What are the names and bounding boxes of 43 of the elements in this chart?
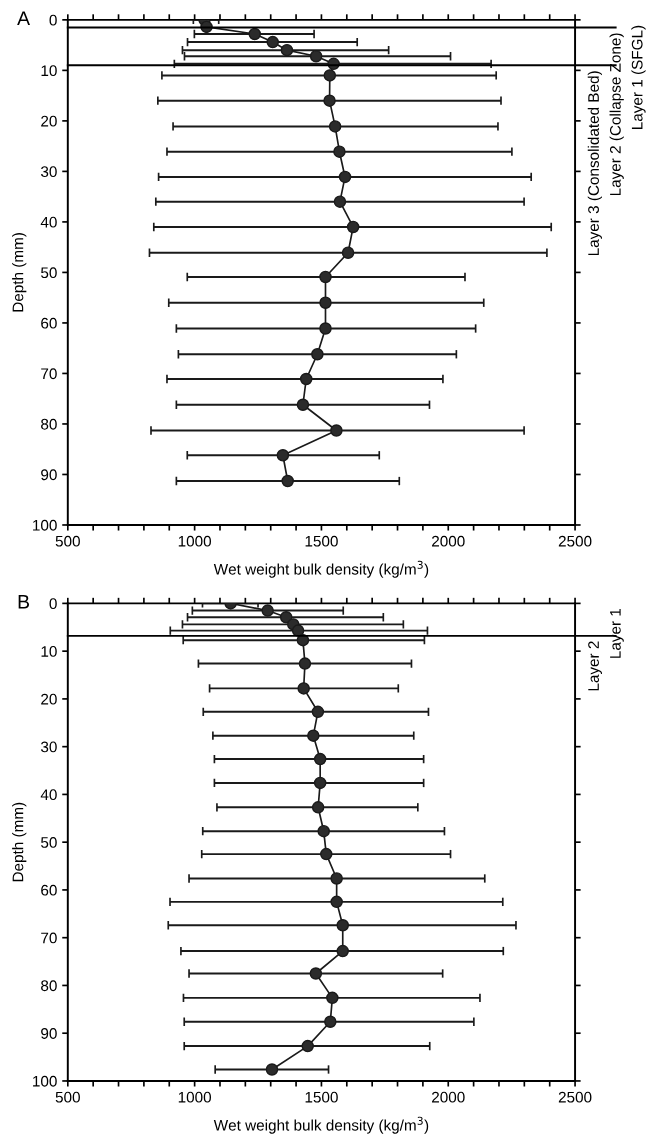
y-tick-label: 40 <box>40 216 57 228</box>
y-tick-label: 100 <box>33 1075 57 1087</box>
y-tick-label: 40 <box>40 789 57 801</box>
y-tick-label: 10 <box>41 65 57 77</box>
x-tick-label: 500 <box>55 1091 80 1103</box>
text: Layer 1 <box>610 608 624 658</box>
y-axis-title: Depth (mm) <box>12 802 27 882</box>
x-tick-label: 2500 <box>558 535 592 547</box>
y-tick-label: 60 <box>41 884 57 896</box>
x-tick-label: 1500 <box>305 1091 338 1103</box>
y-tick-label: 100 <box>33 519 57 531</box>
y-tick-label: 50 <box>41 267 57 279</box>
y-tick-label: 70 <box>41 368 57 380</box>
text: Layer 2 <box>588 641 602 691</box>
x-axis-title: Wet weight bulk density (kg/m$^{3}$) <box>213 560 429 578</box>
text: Layer 1 (SFGL) <box>631 25 646 129</box>
text: Layer 3 (Consolidated Bed) <box>587 71 602 256</box>
y-tick-label: 20 <box>41 693 57 705</box>
y-tick-label: 0 <box>49 14 57 26</box>
y-tick-label: 0 <box>49 598 57 610</box>
x-tick-label: 1000 <box>178 535 212 547</box>
text: Layer 2 (Collapse Zone) <box>609 33 624 196</box>
y-tick-label: 90 <box>41 1028 57 1039</box>
y-tick-label: 30 <box>40 166 57 178</box>
y-tick-label: 80 <box>41 418 57 430</box>
y-tick-label: 90 <box>41 469 57 481</box>
x-tick-label: 1500 <box>305 535 338 547</box>
x-axis-title: Wet weight bulk density (kg/m$^{3}$) <box>213 1116 429 1134</box>
chart-title: B <box>18 595 30 609</box>
x-tick-label: 2000 <box>432 1091 465 1103</box>
chart-title: A <box>17 11 31 25</box>
x-tick-label: 2500 <box>558 1091 592 1103</box>
y-axis-title: Depth (mm) <box>12 233 27 312</box>
x-tick-label: 2000 <box>432 535 465 547</box>
y-tick-label: 20 <box>41 115 57 127</box>
y-tick-label: 50 <box>41 837 57 848</box>
y-tick-label: 80 <box>41 980 57 992</box>
x-tick-label: 1000 <box>178 1091 212 1103</box>
y-tick-label: 30 <box>40 741 57 753</box>
y-tick-label: 60 <box>41 317 57 329</box>
x-tick-label: 500 <box>55 535 80 547</box>
y-tick-label: 70 <box>41 932 57 944</box>
y-tick-label: 10 <box>41 646 57 657</box>
